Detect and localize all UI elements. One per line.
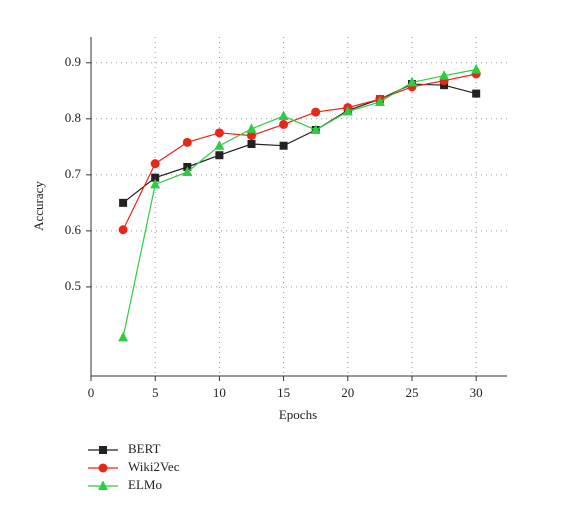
x-tick-label: 25	[405, 385, 418, 400]
data-point	[310, 124, 321, 135]
y-tick-label: 0.7	[65, 166, 82, 181]
x-axis-label: Epochs	[279, 407, 317, 422]
data-point	[246, 123, 257, 133]
data-point	[472, 89, 481, 98]
data-point	[214, 140, 225, 150]
x-tick-label: 30	[470, 385, 483, 400]
series-line	[122, 73, 477, 231]
data-point	[215, 151, 224, 160]
data-point	[118, 331, 129, 342]
legend-label: ELMo	[128, 477, 162, 492]
data-point	[406, 76, 417, 87]
data-point	[150, 159, 160, 169]
data-point	[279, 141, 288, 150]
legend-label: BERT	[128, 441, 161, 456]
data-point	[119, 198, 128, 207]
y-tick-label: 0.9	[65, 54, 81, 69]
data-point	[151, 173, 160, 182]
data-point	[214, 128, 224, 138]
data-point	[247, 140, 256, 149]
data-point	[311, 107, 321, 117]
y-axis-label: Accuracy	[31, 181, 46, 231]
data-point	[150, 178, 161, 189]
series-line	[122, 68, 477, 338]
data-point	[246, 131, 256, 141]
series-line	[122, 83, 477, 204]
x-tick-label: 10	[213, 385, 226, 400]
legend-marker	[99, 446, 107, 454]
y-tick-label: 0.5	[65, 278, 81, 293]
x-tick-label: 15	[277, 385, 290, 400]
data-point	[279, 119, 289, 129]
data-point	[471, 63, 482, 74]
data-point	[439, 70, 450, 80]
y-tick-label: 0.6	[65, 222, 82, 237]
data-point	[182, 166, 193, 177]
legend-marker	[98, 480, 108, 490]
legend-marker	[98, 463, 108, 473]
legend-label: Wiki2Vec	[128, 459, 180, 474]
data-point	[342, 106, 353, 116]
data-point	[118, 225, 128, 235]
data-point	[182, 137, 192, 147]
x-tick-label: 5	[152, 385, 159, 400]
y-tick-label: 0.8	[65, 110, 81, 125]
x-tick-label: 0	[88, 385, 95, 400]
x-tick-label: 20	[341, 385, 354, 400]
data-point	[278, 110, 289, 121]
data-point	[374, 96, 385, 106]
